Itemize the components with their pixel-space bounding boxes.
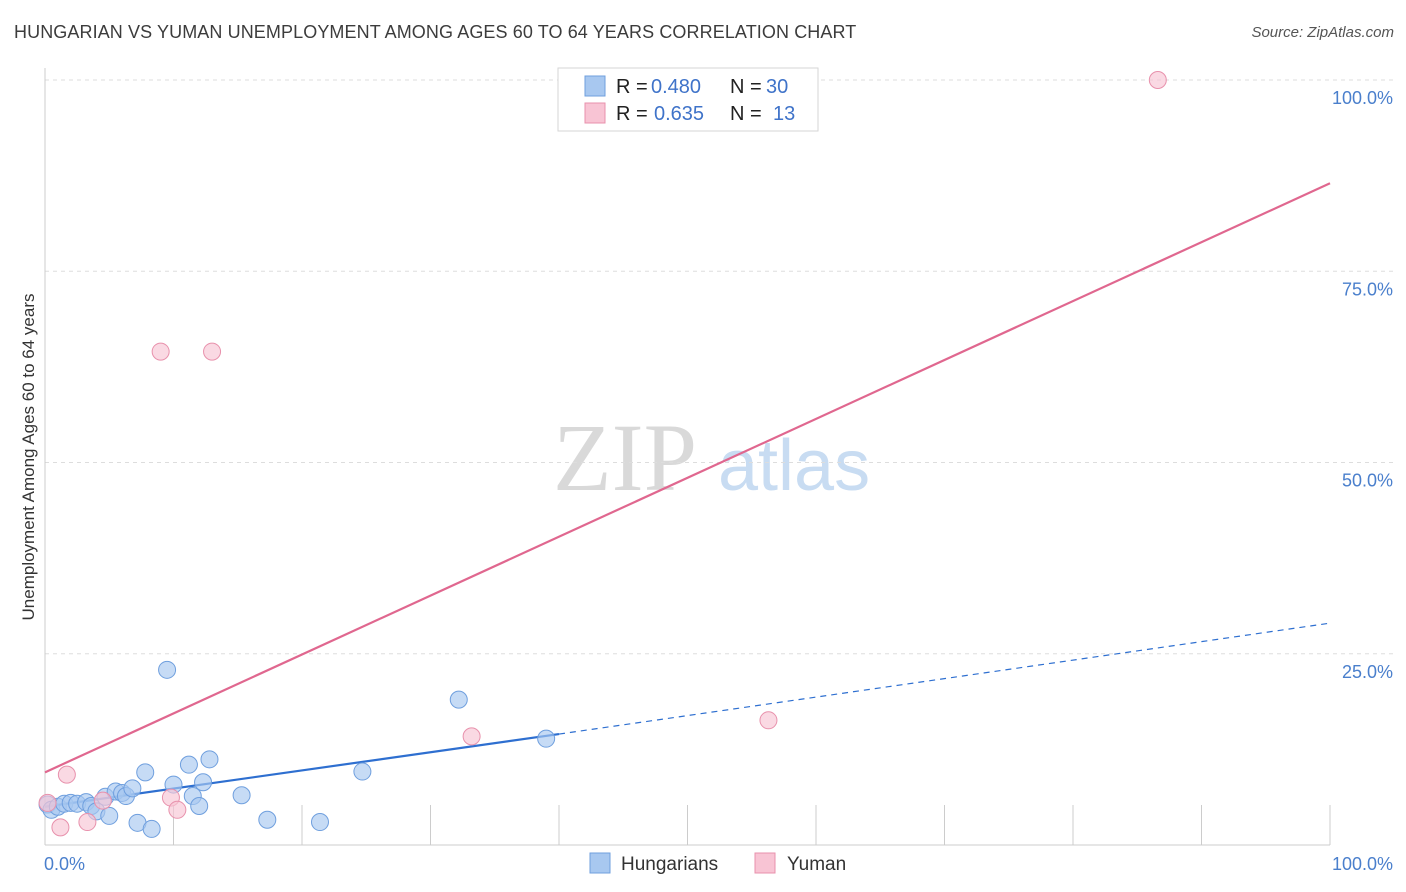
- bottom-legend-label-hungarians: Hungarians: [621, 854, 718, 875]
- legend-n-label-hungarians: N =: [730, 76, 762, 98]
- axes: [44, 68, 1331, 846]
- point-yuman-2: [57, 765, 76, 784]
- point-hungarians-27: [310, 813, 329, 832]
- point-hungarians-29: [449, 690, 468, 709]
- legend-n-value-yuman: 13: [773, 103, 795, 125]
- x-tick-left: 0.0%: [44, 854, 85, 874]
- legend-r-value-yuman: 0.635: [654, 103, 704, 125]
- y-tick-label-1: 75.0%: [1342, 279, 1393, 299]
- bottom-legend-label-yuman: Yuman: [787, 854, 846, 875]
- point-yuman-11: [1148, 71, 1167, 89]
- point-hungarians-14: [123, 779, 142, 798]
- point-hungarians-30: [537, 729, 556, 748]
- source-label: Source: ZipAtlas.com: [1251, 24, 1394, 41]
- trend-line-extension-hungarians: [558, 622, 1331, 735]
- watermark-zip: ZIP: [553, 404, 697, 511]
- legend-r-value-hungarians: 0.480: [651, 76, 701, 98]
- point-hungarians-20: [179, 755, 198, 774]
- point-hungarians-17: [142, 819, 161, 838]
- legend-r-label-yuman: R =: [616, 103, 648, 125]
- y-tick-label-3: 25.0%: [1342, 662, 1393, 682]
- y-tick-label-2: 50.0%: [1342, 471, 1393, 491]
- point-hungarians-28: [353, 762, 372, 781]
- point-hungarians-18: [158, 660, 177, 679]
- data-points: [38, 71, 1167, 838]
- point-yuman-5: [151, 342, 170, 361]
- point-hungarians-23: [194, 773, 213, 792]
- series-legend: Hungarians Yuman: [589, 852, 846, 875]
- gridlines: [45, 79, 1395, 655]
- point-yuman-1: [51, 818, 70, 837]
- point-yuman-4: [93, 791, 112, 810]
- point-yuman-3: [78, 813, 97, 832]
- y-tick-labels: 100.0% 75.0% 50.0% 25.0%: [1332, 88, 1393, 682]
- legend-n-value-hungarians: 30: [766, 76, 788, 98]
- point-hungarians-16: [136, 763, 155, 782]
- point-hungarians-24: [200, 750, 219, 769]
- point-yuman-8: [203, 342, 222, 361]
- legend-swatch-hungarians: [584, 75, 606, 97]
- point-hungarians-10: [100, 806, 119, 825]
- trend-line-yuman: [44, 182, 1331, 774]
- watermark-atlas: atlas: [718, 426, 870, 506]
- correlation-legend: R = 0.480 N = 30 R = 0.635 N = 13: [557, 67, 819, 132]
- watermark: ZIP atlas: [553, 404, 870, 511]
- point-hungarians-26: [258, 810, 277, 829]
- legend-r-label-hungarians: R =: [616, 76, 648, 98]
- point-yuman-10: [759, 711, 778, 730]
- legend-swatch-yuman: [584, 102, 606, 124]
- point-yuman-9: [462, 727, 481, 746]
- bottom-legend-swatch-hungarians: [589, 852, 611, 874]
- point-yuman-7: [168, 800, 187, 819]
- y-axis-title: Unemployment Among Ages 60 to 64 years: [19, 294, 38, 621]
- point-hungarians-22: [190, 796, 209, 815]
- legend-n-label-yuman: N =: [730, 103, 762, 125]
- chart-title: HUNGARIAN VS YUMAN UNEMPLOYMENT AMONG AG…: [14, 22, 857, 42]
- point-hungarians-25: [232, 786, 251, 805]
- y-tick-label-0: 100.0%: [1332, 88, 1393, 108]
- x-tick-labels: 0.0% 100.0%: [44, 854, 1393, 874]
- point-yuman-0: [38, 793, 57, 812]
- x-tick-right: 100.0%: [1332, 854, 1393, 874]
- bottom-legend-swatch-yuman: [754, 852, 776, 874]
